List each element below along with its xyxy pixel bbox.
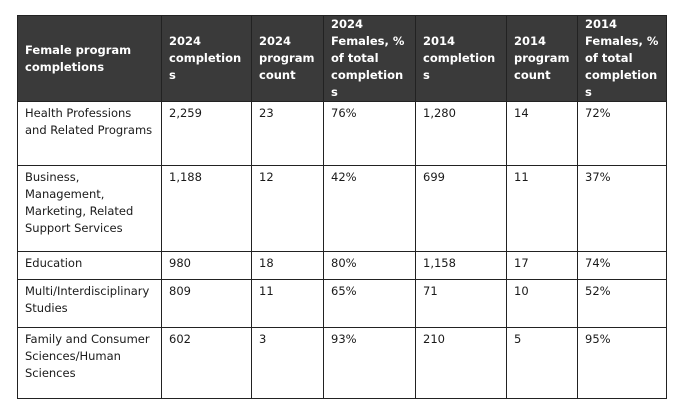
table-row: Education 980 18 80% 1,158 17 74% (17, 251, 667, 280)
table-cell: 17 (506, 251, 578, 280)
header-2024-females-pct: 2024 Females, % of total completions (323, 15, 416, 102)
table-cell: 42% (323, 165, 416, 252)
table-cell: 699 (415, 165, 507, 252)
table-cell: 1,188 (161, 165, 252, 252)
table-cell: 18 (251, 251, 324, 280)
table-cell: 74% (577, 251, 667, 280)
table-cell: Health Professions and Related Programs (17, 101, 162, 166)
table-row: Business, Management, Marketing, Related… (17, 165, 667, 252)
completions-table: Female program completions 2024 completi… (17, 15, 667, 399)
table-cell: 52% (577, 279, 667, 328)
table-cell: 95% (577, 327, 667, 399)
table-cell: 93% (323, 327, 416, 399)
table-cell: 10 (506, 279, 578, 328)
table-cell: 602 (161, 327, 252, 399)
table-cell: 76% (323, 101, 416, 166)
table-cell: 12 (251, 165, 324, 252)
header-program: Female program completions (17, 15, 162, 102)
table-cell: 809 (161, 279, 252, 328)
table-cell: 71 (415, 279, 507, 328)
table-cell: 5 (506, 327, 578, 399)
table-cell: 2,259 (161, 101, 252, 166)
header-2024-program-count: 2024 program count (251, 15, 324, 102)
table-cell: 37% (577, 165, 667, 252)
table-cell: 14 (506, 101, 578, 166)
table-row: Family and Consumer Sciences/Human Scien… (17, 327, 667, 399)
table-cell: 3 (251, 327, 324, 399)
table-cell: 1,158 (415, 251, 507, 280)
table-cell: Education (17, 251, 162, 280)
header-row: Female program completions 2024 completi… (17, 15, 667, 102)
header-2014-females-pct: 2014 Females, % of total completions (577, 15, 667, 102)
header-2024-completions: 2024 completions (161, 15, 252, 102)
table-cell: 80% (323, 251, 416, 280)
table-cell: 65% (323, 279, 416, 328)
table-cell: 1,280 (415, 101, 507, 166)
table-cell: 11 (251, 279, 324, 328)
header-2014-completions: 2014 completions (415, 15, 507, 102)
header-2014-program-count: 2014 program count (506, 15, 578, 102)
table-cell: Business, Management, Marketing, Related… (17, 165, 162, 252)
table-cell: Multi/Interdisciplinary Studies (17, 279, 162, 328)
table-cell: 11 (506, 165, 578, 252)
table-cell: 23 (251, 101, 324, 166)
table-row: Multi/Interdisciplinary Studies 809 11 6… (17, 279, 667, 328)
table-cell: 980 (161, 251, 252, 280)
table-cell: Family and Consumer Sciences/Human Scien… (17, 327, 162, 399)
table-cell: 210 (415, 327, 507, 399)
table-row: Health Professions and Related Programs … (17, 101, 667, 166)
table-cell: 72% (577, 101, 667, 166)
